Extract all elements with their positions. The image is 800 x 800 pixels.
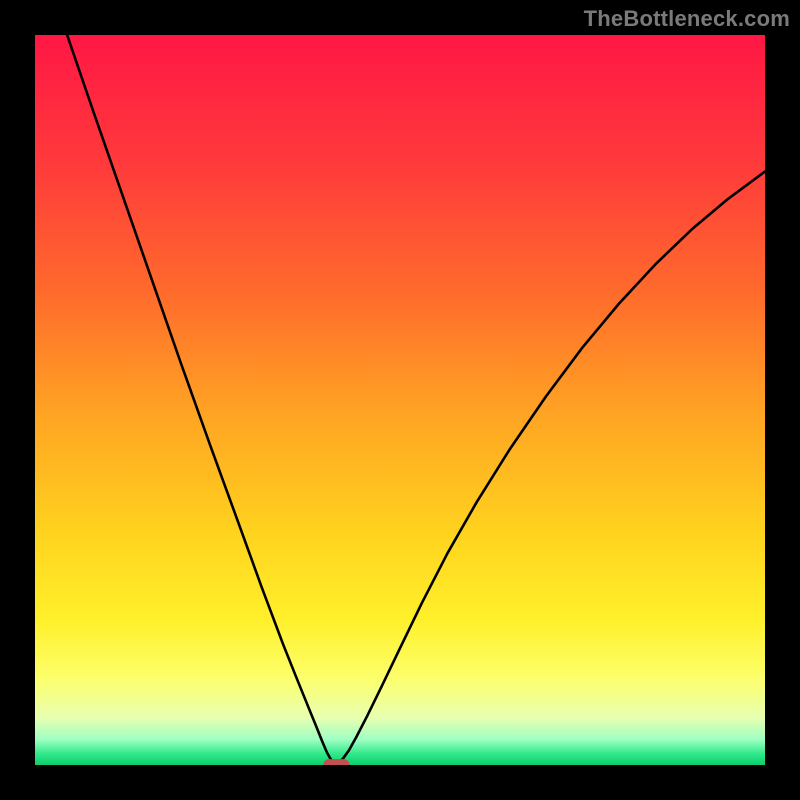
gradient-background [35, 35, 765, 765]
plot-area [35, 35, 765, 765]
chart-frame: TheBottleneck.com [0, 0, 800, 800]
minimum-marker [323, 759, 349, 765]
watermark-text: TheBottleneck.com [584, 6, 790, 32]
chart-svg [35, 35, 765, 765]
